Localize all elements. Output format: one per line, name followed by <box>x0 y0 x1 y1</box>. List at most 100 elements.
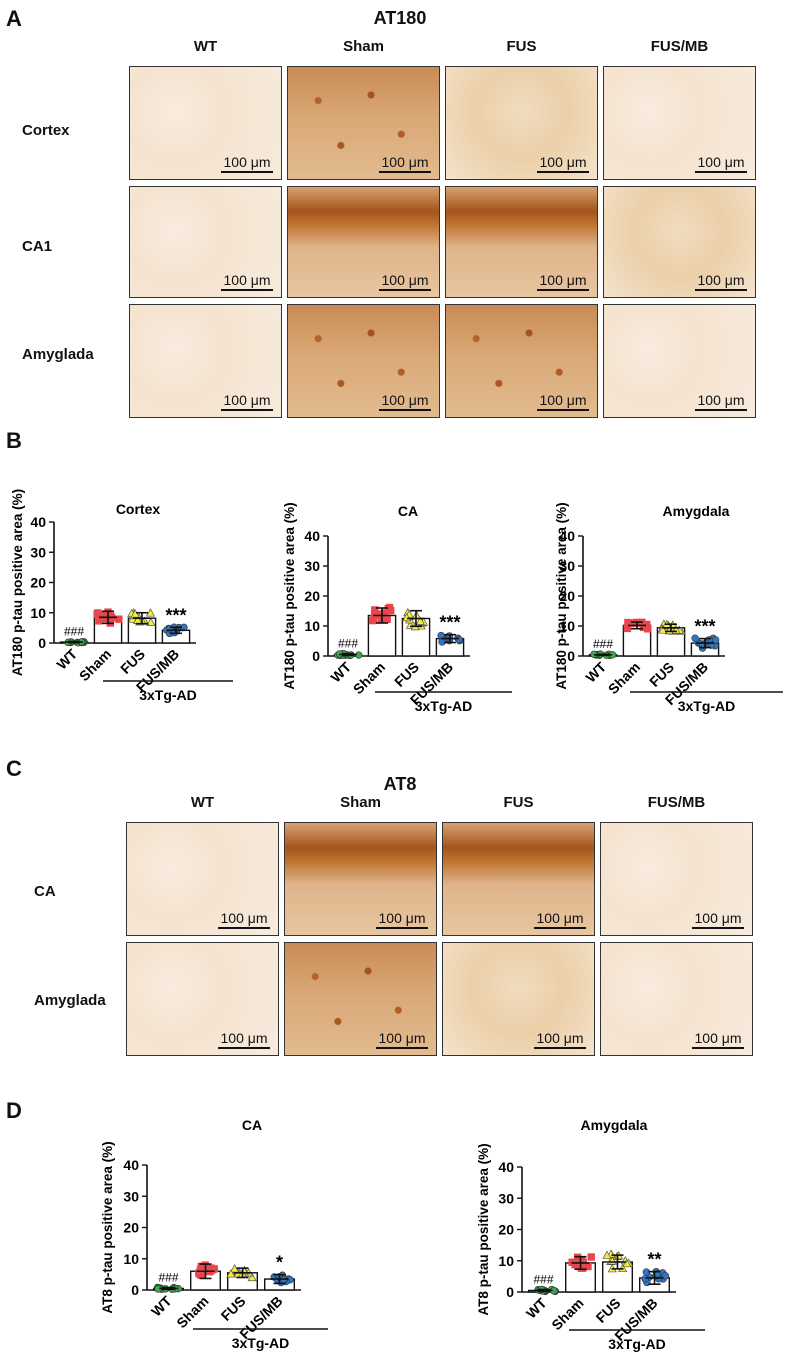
scale-label: 100 μm <box>381 392 429 408</box>
scale-bar <box>376 1047 428 1049</box>
micrograph-at180-amyglada-fus: 100 μm <box>445 304 598 418</box>
scale-label: 100 μm <box>220 910 268 926</box>
x-tick-label: WT <box>582 658 609 685</box>
scale-label: 100 μm <box>220 1030 268 1046</box>
x-tick-label: FUS <box>593 1295 624 1326</box>
x-tick-label: WT <box>148 1292 175 1319</box>
scale-label: 100 μm <box>223 154 271 170</box>
micrograph-at8-ca-fus: 100 μm <box>442 822 595 936</box>
chart-title: Cortex <box>116 501 161 517</box>
at180-col-fus: FUS <box>506 38 537 55</box>
y-tick-label: 40 <box>304 528 320 544</box>
micrograph-at180-cortex-wt: 100 μm <box>129 66 282 180</box>
scale-label: 100 μm <box>378 1030 426 1046</box>
at180-row-amyglada: Amyglada <box>22 346 94 363</box>
at8-col-fus: FUS <box>503 794 534 811</box>
data-point <box>115 615 123 623</box>
y-tick-label: 40 <box>30 514 46 530</box>
group-label: 3xTg-AD <box>678 698 736 714</box>
chart-title: CA <box>398 503 418 519</box>
micrograph-at180-amyglada-fusmb: 100 μm <box>603 304 756 418</box>
y-tick-label: 40 <box>123 1157 139 1173</box>
data-point <box>247 1272 257 1282</box>
micrograph-at8-amyglada-fusmb: 100 μm <box>600 942 753 1056</box>
micrograph-at180-ca1-wt: 100 μm <box>129 186 282 298</box>
data-point <box>602 1250 612 1259</box>
scale-label: 100 μm <box>539 154 587 170</box>
x-tick-label: FUS <box>218 1293 249 1324</box>
at180-row-ca1: CA1 <box>22 238 53 255</box>
data-point <box>197 1271 206 1279</box>
y-axis-label: AT180 p-tau positive area (%) <box>554 502 569 689</box>
significance-star: *** <box>439 613 460 633</box>
data-point <box>658 625 668 634</box>
scale-bar <box>379 409 431 411</box>
y-tick-label: 30 <box>559 558 575 574</box>
y-tick-label: 40 <box>559 528 575 544</box>
at8-col-wt: WT <box>190 794 215 811</box>
scale-label: 100 μm <box>381 272 429 288</box>
at8-col-sham: Sham <box>340 794 381 811</box>
scale-label: 100 μm <box>539 272 587 288</box>
y-tick-label: 20 <box>304 588 320 604</box>
scale-bar <box>537 409 589 411</box>
micrograph-at180-cortex-fus: 100 μm <box>445 66 598 180</box>
y-tick-label: 30 <box>123 1188 139 1204</box>
scale-bar <box>534 927 586 929</box>
scale-bar <box>537 289 589 291</box>
micrograph-at8-ca-sham: 100 μm <box>284 822 437 936</box>
scale-bar <box>218 927 270 929</box>
y-tick-label: 10 <box>123 1251 139 1267</box>
scale-bar <box>692 927 744 929</box>
at8-row-ca: CA <box>34 883 56 900</box>
significance-hash: ### <box>64 624 84 638</box>
scale-label: 100 μm <box>539 392 587 408</box>
y-tick-label: 20 <box>123 1220 139 1236</box>
scale-bar <box>537 171 589 173</box>
significance-star: * <box>276 1253 283 1273</box>
significance-star: ** <box>647 1250 661 1270</box>
at8-col-fusmb: FUS/MB <box>647 794 706 811</box>
significance-hash: ### <box>158 1271 178 1285</box>
y-axis-label: AT180 p-tau positive area (%) <box>10 489 25 676</box>
data-point <box>130 609 140 618</box>
panel-letter-a: A <box>6 6 22 31</box>
scale-label: 100 μm <box>697 272 745 288</box>
data-point <box>455 635 463 644</box>
x-tick-label: Sham <box>76 646 114 684</box>
at180-col-sham: Sham <box>343 38 384 55</box>
at8-row-amyglada: Amyglada <box>34 992 106 1009</box>
micrograph-at180-ca1-sham: 100 μm <box>287 186 440 298</box>
scale-bar <box>221 289 273 291</box>
significance-star: *** <box>165 605 186 625</box>
group-label: 3xTg-AD <box>608 1336 666 1352</box>
data-point <box>661 1272 670 1280</box>
y-tick-label: 20 <box>30 575 46 591</box>
y-tick-label: 0 <box>38 635 46 651</box>
y-tick-label: 40 <box>498 1159 514 1175</box>
panel-letter-b: B <box>6 428 22 453</box>
scale-bar <box>221 171 273 173</box>
data-point <box>382 615 390 624</box>
scale-bar <box>695 289 747 291</box>
y-tick-label: 30 <box>498 1190 514 1206</box>
chart-title: Amygdala <box>663 503 730 519</box>
data-point <box>145 608 156 617</box>
scale-bar <box>218 1047 270 1049</box>
data-point <box>226 1269 236 1278</box>
chart-title: Amygdala <box>581 1117 648 1133</box>
significance-star: *** <box>694 617 715 637</box>
micrograph-at180-amyglada-sham: 100 μm <box>287 304 440 418</box>
at180-row-cortex: Cortex <box>22 122 70 139</box>
micrograph-at180-cortex-fusmb: 100 μm <box>603 66 756 180</box>
y-tick-label: 10 <box>30 605 46 621</box>
micrograph-at8-amyglada-fus: 100 μm <box>442 942 595 1056</box>
data-point <box>373 610 382 618</box>
y-tick-label: 20 <box>498 1222 514 1238</box>
chart-title: CA <box>242 1117 262 1133</box>
y-tick-label: 20 <box>559 588 575 604</box>
y-tick-label: 0 <box>567 648 575 664</box>
panel-letter-d: D <box>6 1098 22 1123</box>
scale-label: 100 μm <box>694 1030 742 1046</box>
